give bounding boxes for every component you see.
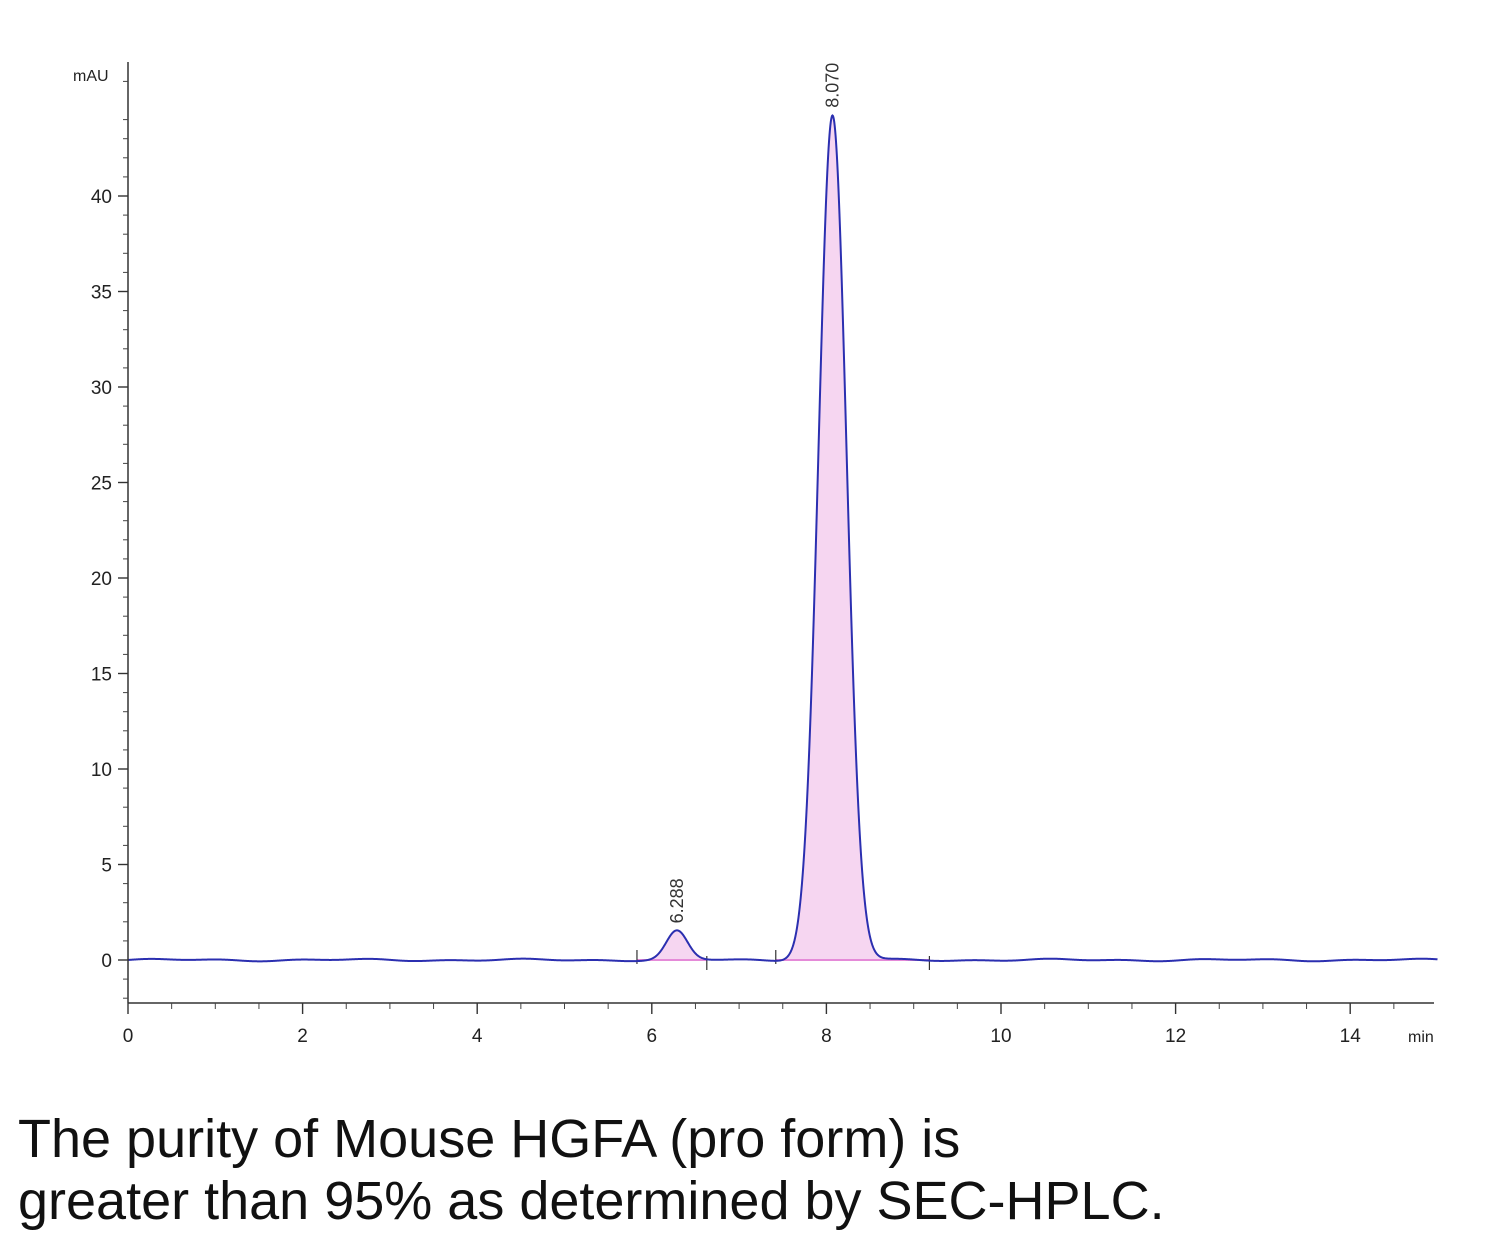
x-tick-label: 14 xyxy=(1340,1026,1362,1047)
y-tick-label: 0 xyxy=(101,951,112,972)
integration-region-1 xyxy=(637,930,707,962)
peak-label-6.288: 6.288 xyxy=(667,878,687,923)
y-tick-label: 10 xyxy=(91,760,112,781)
x-tick-label: 8 xyxy=(821,1026,832,1047)
x-tick-label: 2 xyxy=(297,1026,308,1047)
x-axis-unit-label: min xyxy=(1408,1029,1434,1046)
y-tick-label: 5 xyxy=(101,856,112,877)
y-tick-label: 35 xyxy=(91,283,112,304)
x-tick-label: 10 xyxy=(990,1026,1011,1047)
y-tick-label: 15 xyxy=(91,665,112,686)
caption-line-2: greater than 95% as determined by SEC-HP… xyxy=(18,1171,1165,1231)
y-tick-label: 25 xyxy=(91,474,112,495)
y-tick-label: 40 xyxy=(91,187,112,208)
y-axis-unit-label: mAU xyxy=(73,68,109,85)
x-tick-label: 4 xyxy=(472,1026,483,1047)
x-tick-label: 6 xyxy=(647,1026,658,1047)
chromatogram-chart: 0 5 10 15 20 25 30 35 40 0 2 4 6 8 10 12 14 mAU min 6.28… xyxy=(73,62,1438,1047)
caption-line-1: The purity of Mouse HGFA (pro form) is xyxy=(18,1109,961,1169)
y-tick-label: 20 xyxy=(91,569,112,590)
integration-regions xyxy=(636,115,931,970)
x-tick-label: 0 xyxy=(123,1026,134,1047)
ticks: 0 5 10 15 20 25 30 35 40 0 2 4 6 8 10 12 14 xyxy=(91,80,1395,1047)
chromatogram-trace xyxy=(127,114,1438,963)
peak-labels: 6.288 8.070 xyxy=(667,63,843,924)
axes xyxy=(127,62,1434,1004)
integration-region-2 xyxy=(775,115,930,961)
figure-caption: The purity of Mouse HGFA (pro form) is g… xyxy=(18,1108,1488,1232)
peak-label-8.070: 8.070 xyxy=(823,63,843,108)
x-tick-label: 12 xyxy=(1165,1026,1186,1047)
y-tick-label: 30 xyxy=(91,378,112,399)
